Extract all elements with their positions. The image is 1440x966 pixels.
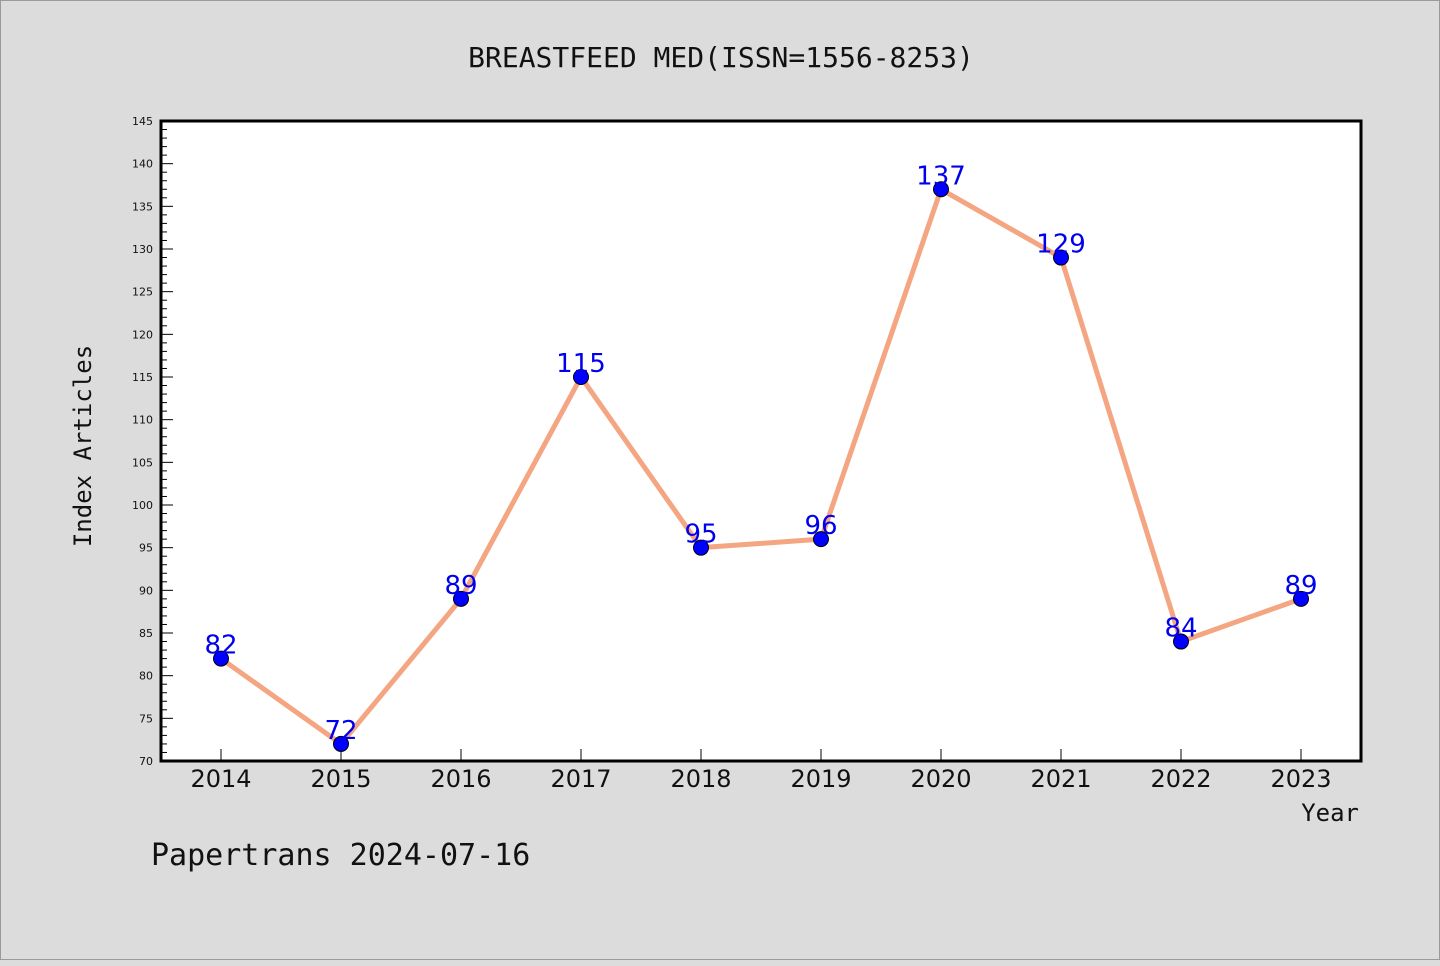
data-point	[213, 650, 229, 667]
y-tick-label: 90	[139, 584, 153, 597]
y-tick-label: 120	[132, 328, 153, 341]
x-tick-label: 2017	[550, 765, 611, 793]
plot-area	[159, 119, 1363, 763]
data-point	[933, 181, 949, 198]
y-tick-label: 85	[139, 627, 153, 640]
data-label: 96	[804, 511, 837, 541]
data-label: 89	[444, 571, 477, 601]
y-tick-label: 125	[132, 286, 153, 299]
y-axis-title: Index Articles	[69, 345, 97, 547]
y-tick-label: 115	[132, 371, 153, 384]
data-point	[1053, 249, 1069, 266]
y-tick-label: 110	[132, 414, 153, 427]
x-axis-title: Year	[1301, 799, 1359, 827]
data-point	[1173, 633, 1189, 650]
x-tick-label: 2019	[790, 765, 851, 793]
data-label: 84	[1164, 614, 1197, 644]
data-label: 115	[556, 349, 606, 379]
x-tick-label: 2018	[670, 765, 731, 793]
y-tick-label: 70	[139, 755, 153, 768]
series-line-group	[213, 181, 1309, 752]
data-point	[813, 531, 829, 548]
y-tick-label: 130	[132, 243, 153, 256]
y-tick-label: 80	[139, 670, 153, 683]
data-point	[333, 735, 349, 752]
y-tick-label: 75	[139, 712, 153, 725]
y-tick-label: 100	[132, 499, 153, 512]
y-tick-label: 135	[132, 200, 153, 213]
x-tick-label: 2020	[910, 765, 971, 793]
data-label: 72	[324, 716, 357, 746]
y-tick-label: 105	[132, 456, 153, 469]
x-tick-label: 2022	[1150, 765, 1211, 793]
data-point	[1293, 590, 1309, 607]
x-tick-label: 2014	[190, 765, 251, 793]
data-label: 95	[684, 520, 717, 550]
x-axis: 2014 2015 2016 2017 2018 2019 2020 2021 2022 2023	[190, 749, 1332, 793]
data-label: 82	[204, 631, 237, 661]
chart-title: BREASTFEED MED(ISSN=1556-8253)	[468, 41, 974, 74]
data-label: 129	[1036, 230, 1086, 260]
data-label: 137	[916, 161, 966, 191]
data-point	[693, 539, 709, 556]
x-tick-label: 2021	[1030, 765, 1091, 793]
y-tick-label: 140	[132, 158, 153, 171]
data-point	[573, 369, 589, 385]
footer-credit: Papertrans 2024-07-16	[151, 838, 530, 873]
data-labels: 82 72 89 115 95 96 137 129 84 89	[204, 161, 1317, 746]
y-tick-label: 145	[132, 115, 153, 128]
y-tick-label: 95	[139, 542, 153, 555]
x-tick-label: 2023	[1270, 765, 1331, 793]
data-point	[453, 590, 469, 607]
x-tick-label: 2015	[310, 765, 371, 793]
series-line	[219, 186, 1302, 747]
data-label: 89	[1284, 571, 1317, 601]
x-tick-label: 2016	[430, 765, 491, 793]
y-axis: 70 75 80 85 90 95 100 105 110 115 120 125 130 135 140 1…	[132, 115, 173, 768]
